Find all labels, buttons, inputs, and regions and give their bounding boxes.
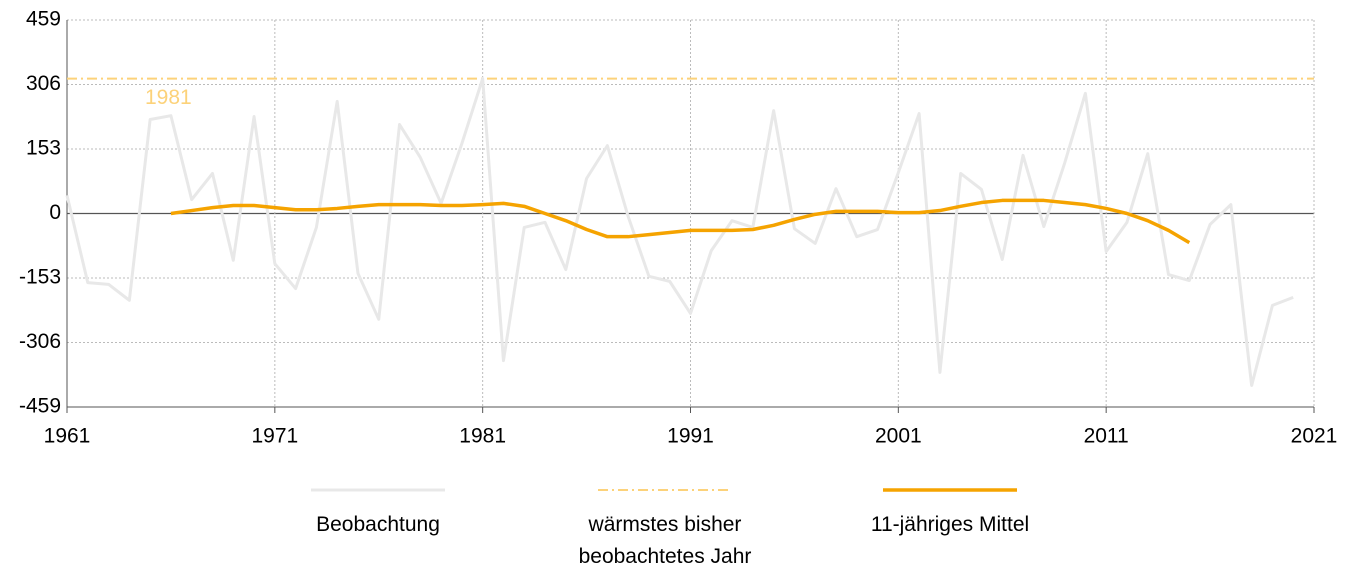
x-tick-label: 1981 [459,425,506,448]
x-tick-label: 2021 [1291,425,1338,448]
legend-item: wärmstes bisher beobachtetes Jahr [578,513,752,568]
y-tick-label: 459 [26,8,61,31]
x-tick-label: 1991 [667,425,714,448]
x-tick-label: 2001 [875,425,922,448]
x-tick-label: 2011 [1084,425,1129,448]
y-tick-label: -306 [19,330,61,353]
x-tick-label: 1961 [44,425,91,448]
legend-label: Beobachtung [316,513,440,536]
y-tick-label: 0 [49,201,61,224]
legend-label: 11-jähriges Mittel [870,513,1030,536]
reference-label: 1981 [145,86,192,109]
y-tick-label: 306 [26,72,61,95]
legend-item: 11-jähriges Mittel [870,513,1030,536]
y-tick-label: 153 [26,137,61,160]
legend-label: wärmstes bisher beobachtetes Jahr [578,513,752,568]
legend-item: Beobachtung [316,513,440,536]
series-line [65,77,1294,387]
y-tick-label: -459 [19,395,61,418]
series-line [170,198,1191,245]
y-tick-label: -153 [19,266,61,289]
x-tick-label: 1971 [251,425,298,448]
